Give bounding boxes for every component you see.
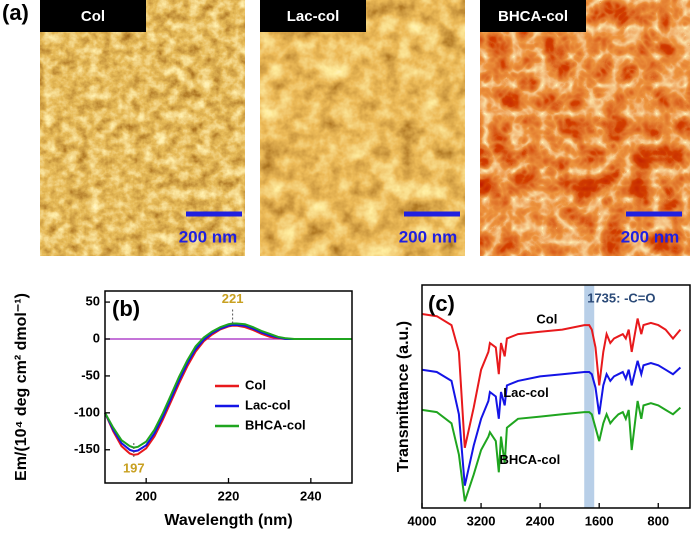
panel-a: (a) Col Lac-col BHCA-col 200 nm 200 nm 2… bbox=[2, 0, 690, 256]
scale-label: 200 nm bbox=[621, 227, 680, 246]
x-tick-label: 200 bbox=[135, 488, 157, 503]
legend-label: Col bbox=[245, 377, 266, 392]
series-line bbox=[421, 313, 682, 449]
panel-label: (b) bbox=[112, 296, 140, 321]
image-label: Col bbox=[81, 8, 105, 25]
label-box bbox=[40, 0, 146, 32]
series-line bbox=[104, 322, 352, 449]
legend-label: BHCA-col bbox=[245, 417, 306, 432]
series-line bbox=[421, 360, 682, 486]
x-tick-label: 2400 bbox=[526, 513, 555, 528]
x-tick-label: 3200 bbox=[467, 513, 496, 528]
annotation: 197 bbox=[123, 460, 145, 475]
y-axis-label: Transmittance (a.u.) bbox=[395, 321, 412, 472]
scale-label: 200 nm bbox=[399, 227, 458, 246]
legend-label: Lac-col bbox=[245, 397, 291, 412]
x-tick-label: 4000 bbox=[408, 513, 437, 528]
series-line bbox=[104, 324, 352, 456]
y-axis-label: Em/(10⁴ deg cm² dmol⁻¹) bbox=[13, 293, 30, 481]
image-label: BHCA-col bbox=[498, 8, 568, 25]
panel-label: (c) bbox=[428, 291, 455, 316]
y-tick-label: -150 bbox=[74, 441, 100, 456]
afm-image bbox=[260, 0, 465, 256]
highlight-band bbox=[584, 285, 595, 508]
series-label: Col bbox=[536, 311, 557, 326]
panel-label: (a) bbox=[2, 0, 29, 25]
y-tick-label: 50 bbox=[86, 294, 100, 309]
chart: 1735: -C=O4000320024001600800Wavenumber … bbox=[395, 284, 691, 528]
y-tick-label: -50 bbox=[81, 367, 100, 382]
chart: 197 221 200 220 240 50 0 -50 -100 -150 Wavelength … bbox=[13, 290, 353, 529]
highlight-label: 1735: -C=O bbox=[587, 290, 655, 305]
series-label: BHCA-col bbox=[500, 452, 561, 467]
y-tick-label: 0 bbox=[93, 330, 100, 345]
annotation: 221 bbox=[222, 291, 244, 306]
x-tick-label: 240 bbox=[300, 488, 322, 503]
label-box bbox=[260, 0, 366, 32]
afm-image bbox=[480, 0, 690, 256]
x-tick-label: 220 bbox=[218, 488, 240, 503]
series-label: Lac-col bbox=[503, 385, 549, 400]
series-line bbox=[104, 324, 352, 453]
x-tick-label: 800 bbox=[647, 513, 669, 528]
plot-frame bbox=[421, 284, 691, 509]
y-tick-label: -100 bbox=[74, 404, 100, 419]
scale-label: 200 nm bbox=[179, 227, 238, 246]
series-line bbox=[421, 400, 682, 502]
afm-image bbox=[40, 0, 245, 256]
x-tick-label: 1600 bbox=[585, 513, 614, 528]
label-box bbox=[480, 0, 586, 32]
image-label: Lac-col bbox=[287, 8, 340, 25]
x-axis-label: Wavelength (nm) bbox=[164, 512, 292, 529]
